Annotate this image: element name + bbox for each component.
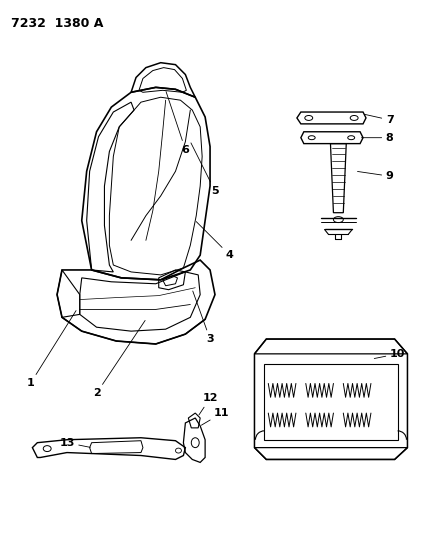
Text: 1: 1 [27,311,76,389]
Text: 7: 7 [364,114,394,125]
Text: 5: 5 [191,143,219,196]
Text: 4: 4 [196,222,234,260]
Text: 8: 8 [362,133,394,143]
Text: 13: 13 [59,438,90,448]
Text: 10: 10 [374,349,405,359]
Text: 11: 11 [202,408,230,425]
Text: 2: 2 [93,320,145,398]
Text: 6: 6 [166,92,189,155]
Text: 3: 3 [193,291,214,344]
Text: 12: 12 [199,393,218,415]
Text: 7232  1380 A: 7232 1380 A [11,17,103,30]
Text: 9: 9 [357,171,394,181]
